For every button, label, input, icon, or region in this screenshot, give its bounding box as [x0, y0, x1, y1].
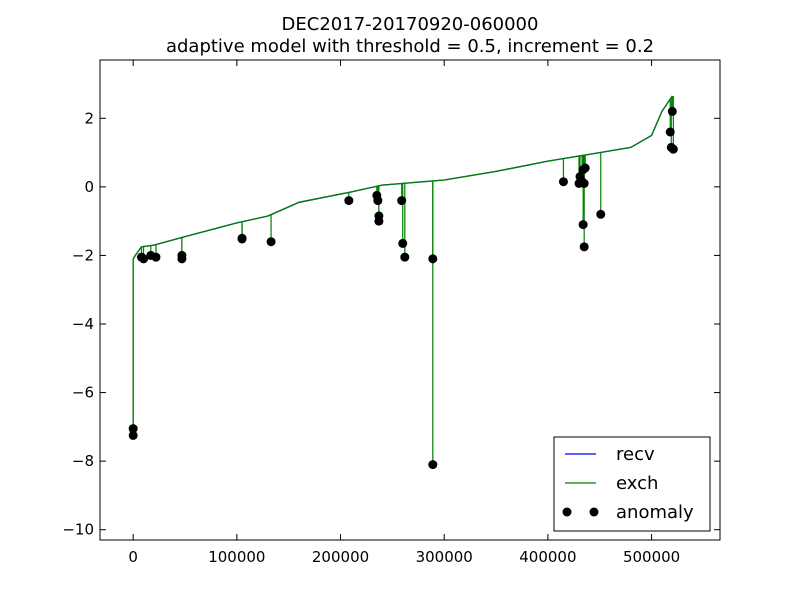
x-tick-label: 300000 [416, 548, 473, 566]
anomaly-point [668, 144, 678, 154]
legend-exch-label: exch [616, 473, 658, 494]
y-tick-label: −2 [72, 246, 94, 264]
anomaly-point [373, 196, 383, 206]
chart-subtitle: adaptive model with threshold = 0.5, inc… [166, 36, 654, 57]
anomaly-point [428, 460, 438, 470]
anomaly-point [580, 163, 590, 173]
x-tick-label: 200000 [312, 548, 369, 566]
x-tick-label: 400000 [519, 548, 576, 566]
anomaly-point [428, 254, 438, 264]
anomaly-point [665, 127, 675, 137]
x-tick-label: 100000 [208, 548, 265, 566]
x-tick-label: 500000 [623, 548, 680, 566]
anomaly-point [558, 177, 568, 187]
legend: recv exch anomaly [553, 436, 711, 532]
x-tick-label: 0 [128, 548, 138, 566]
anomaly-point [596, 209, 606, 219]
anomaly-point [400, 252, 410, 262]
plot-area: 0 100000 200000 300000 400000 500000 −10−8−6−… [62, 59, 721, 566]
anomaly-point [128, 424, 138, 434]
anomaly-layer [128, 106, 678, 470]
anomaly-point [579, 178, 589, 188]
legend-box [553, 436, 711, 532]
x-axis: 0 100000 200000 300000 400000 500000 [128, 60, 680, 566]
anomaly-point [374, 216, 384, 226]
y-tick-label: 2 [84, 109, 94, 127]
legend-anomaly-label: anomaly [616, 502, 694, 523]
legend-anomaly-dot-right [589, 507, 599, 517]
anomaly-point [128, 430, 138, 440]
y-tick-label: 0 [84, 178, 94, 196]
y-tick-label: −6 [72, 384, 94, 402]
y-tick-label: −10 [62, 521, 94, 539]
anomaly-point [266, 237, 276, 247]
anomaly-point [139, 254, 149, 264]
anomaly-point [667, 106, 677, 116]
anomaly-point [344, 196, 354, 206]
anomaly-point [177, 254, 187, 264]
chart-title: DEC2017-20170920-060000 [282, 14, 539, 35]
y-tick-label: −4 [72, 315, 94, 333]
anomaly-point [398, 238, 408, 248]
anomaly-point [151, 252, 161, 262]
y-tick-label: −8 [72, 452, 94, 470]
anomaly-point [397, 196, 407, 206]
legend-recv-label: recv [616, 444, 655, 465]
legend-anomaly-dot-left [562, 507, 572, 517]
anomaly-point [237, 234, 247, 244]
series-line-exch [132, 95, 673, 260]
y-axis: −10 −8 −6 −4 −2 0 2 [62, 109, 720, 539]
anomaly-point [579, 242, 589, 252]
anomaly-point [578, 220, 588, 230]
